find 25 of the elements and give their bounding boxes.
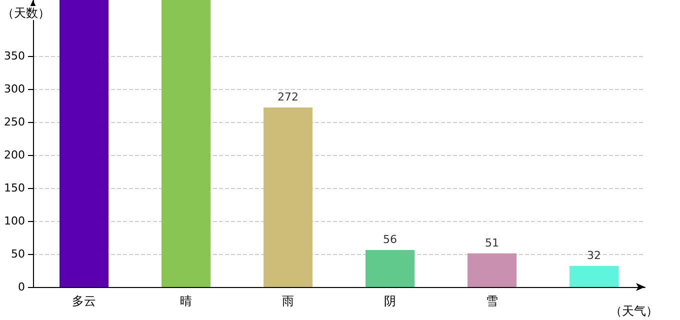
data-label: 51	[485, 236, 499, 250]
y-tick-label: 200	[4, 148, 25, 162]
x-tick-label: 雪	[486, 294, 498, 308]
x-tick-label: 雨	[282, 294, 294, 308]
x-tick-label: 多云	[72, 294, 96, 308]
y-tick-label: 50	[11, 248, 25, 261]
data-label: 272	[278, 90, 298, 104]
bar	[366, 250, 414, 287]
data-label: 32	[587, 248, 601, 262]
x-tick-label: 晴	[180, 294, 192, 308]
y-tick-label: 250	[4, 116, 25, 129]
bar	[468, 253, 516, 287]
bar	[60, 0, 108, 287]
x-axis-title: （天气）	[610, 304, 658, 318]
y-tick-label: 0	[18, 280, 25, 294]
x-tick-label: 阴	[384, 294, 396, 308]
bar	[570, 266, 618, 287]
y-tick-label: 100	[4, 214, 25, 228]
y-axis-title: （天数）	[2, 6, 50, 20]
y-tick-label: 350	[4, 50, 25, 63]
y-tick-label: 300	[4, 82, 25, 96]
y-tick-label: 150	[4, 182, 25, 195]
bar	[264, 108, 312, 287]
data-label: 56	[383, 233, 397, 246]
bar	[162, 0, 210, 287]
